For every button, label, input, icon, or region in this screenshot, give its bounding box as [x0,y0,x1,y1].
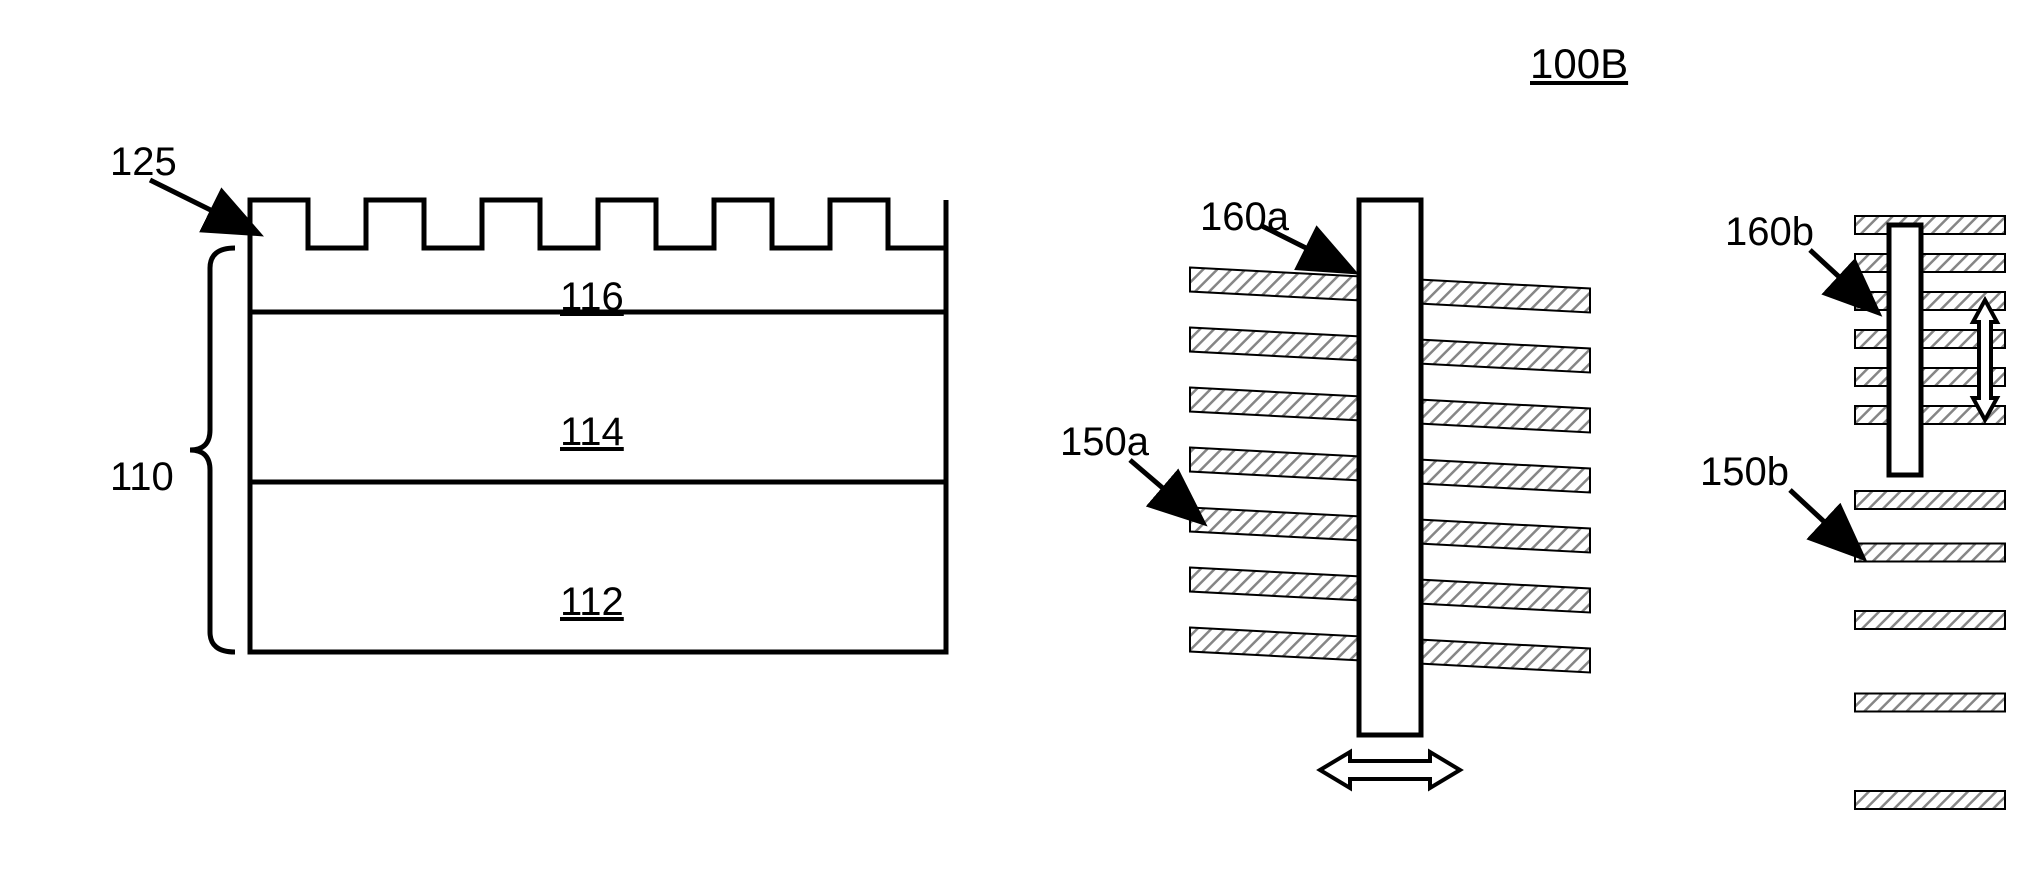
layer-stack [250,200,946,652]
diagram-svg [0,0,2037,894]
horizontal-arrow-icon [1320,752,1460,788]
brace-110 [190,248,235,652]
grating-a-bar [1359,200,1421,735]
vertical-arrow-icon [1973,300,1997,420]
pointer-125 [150,180,255,232]
grating-b-bar [1889,225,1921,475]
